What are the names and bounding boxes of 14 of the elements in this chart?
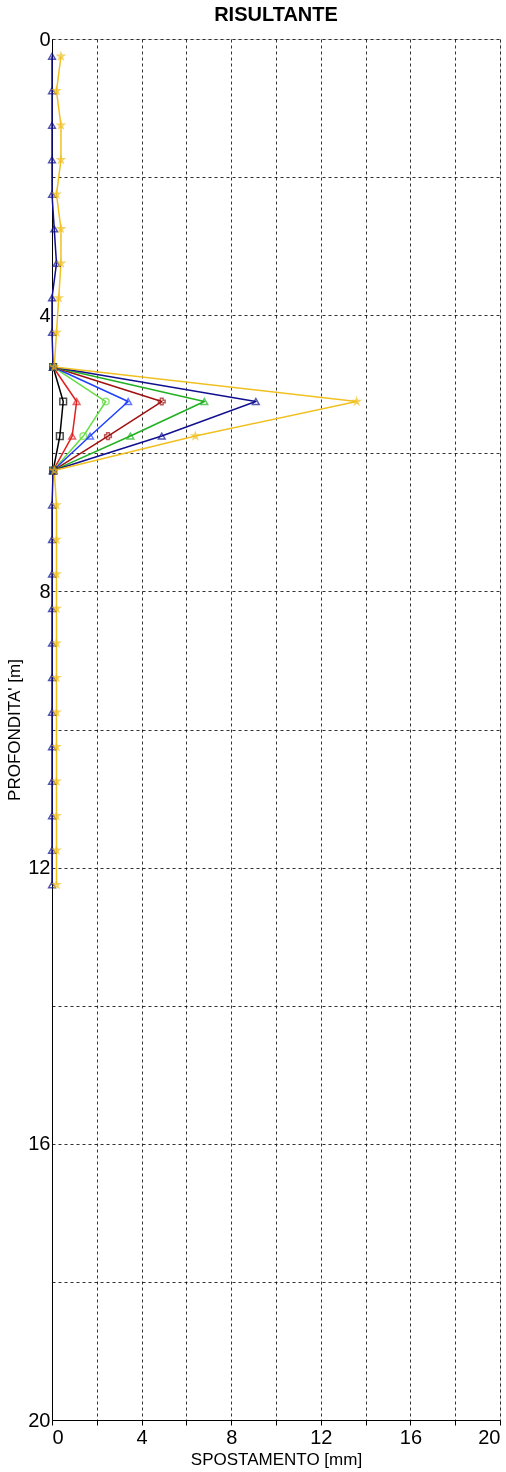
x-tick-label: 16 <box>399 1425 423 1448</box>
y-tick-label: 8 <box>39 579 51 602</box>
y-tick-label: 4 <box>39 303 51 326</box>
y-tick-label: 12 <box>28 856 51 879</box>
y-axis-title: PROFONDITA' [m] <box>5 659 25 801</box>
y-tick-label: 20 <box>28 1408 51 1431</box>
x-axis-title: SPOSTAMENTO [mm] <box>190 1449 363 1469</box>
chart-title: RISULTANTE <box>214 3 338 25</box>
x-tick-label: 4 <box>136 1425 148 1448</box>
x-tick-label: 20 <box>478 1425 501 1448</box>
y-tick-label: 16 <box>28 1132 51 1155</box>
y-tick-label: 0 <box>39 27 51 50</box>
x-tick-label: 12 <box>310 1425 333 1448</box>
x-tick-label: 8 <box>226 1425 238 1448</box>
